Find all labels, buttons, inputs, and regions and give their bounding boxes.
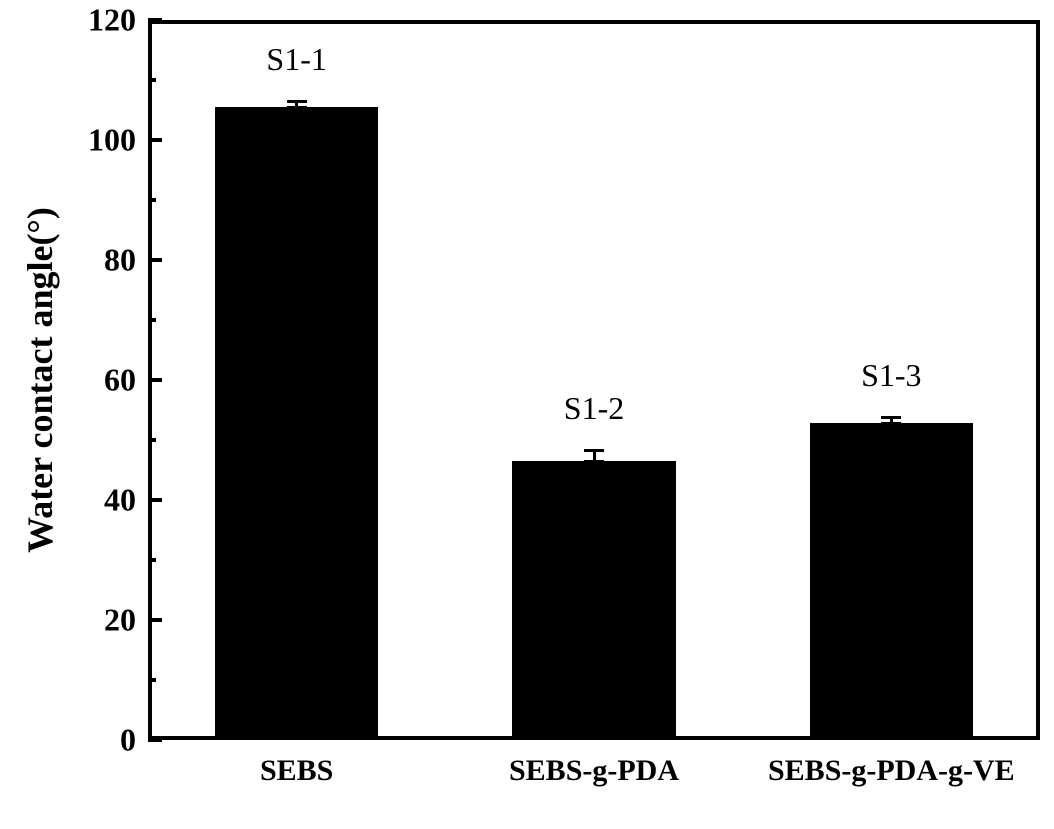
error-bar-cap-bottom [584,460,604,463]
y-tick-label: 0 [120,722,136,759]
y-tick-label: 120 [88,2,136,39]
y-tick-label: 100 [88,122,136,159]
bar-top-label: S1-2 [564,390,624,427]
x-axis-top [148,20,1040,24]
y-axis-title: Water contact angle(°) [19,207,61,553]
y-tick-major [148,138,162,142]
y-tick-label: 80 [104,242,136,279]
y-tick-major [148,618,162,622]
bar [215,107,379,740]
y-tick-label: 60 [104,362,136,399]
x-tick-label: SEBS [260,754,333,788]
y-tick-minor [148,198,156,202]
bar [512,461,676,740]
y-tick-minor [148,318,156,322]
y-tick-label: 40 [104,482,136,519]
y-tick-major [148,738,162,742]
y-tick-minor [148,438,156,442]
error-bar-cap-bottom [881,422,901,425]
x-tick [592,726,596,740]
error-bar-cap-top [584,449,604,452]
x-tick [889,726,893,740]
x-tick-label: SEBS-g-PDA [509,754,679,788]
y-axis-right [1036,20,1040,740]
x-tick-label: SEBS-g-PDA-g-VE [768,754,1015,788]
y-tick-major [148,18,162,22]
bar-top-label: S1-3 [861,357,921,394]
y-tick-minor [148,558,156,562]
y-tick-major [148,378,162,382]
y-tick-minor [148,78,156,82]
y-tick-minor [148,678,156,682]
bar-chart: 0 20 40 60 80 100 120 Water contact angle(°) S1-… [0,0,1054,829]
error-bar-cap-top [881,416,901,419]
error-bar-cap-bottom [287,106,307,109]
bar [810,423,974,740]
x-tick [295,726,299,740]
y-tick-major [148,498,162,502]
error-bar-cap-top [287,100,307,103]
y-tick-major [148,258,162,262]
bar-top-label: S1-1 [266,41,326,78]
y-tick-label: 20 [104,602,136,639]
